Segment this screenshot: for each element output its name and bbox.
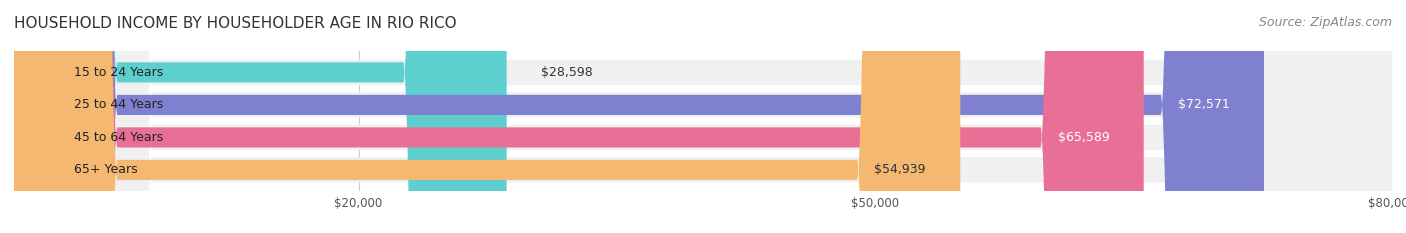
FancyBboxPatch shape [14,0,1392,233]
FancyBboxPatch shape [14,0,1264,233]
Text: $28,598: $28,598 [541,66,593,79]
Text: 45 to 64 Years: 45 to 64 Years [75,131,163,144]
Text: Source: ZipAtlas.com: Source: ZipAtlas.com [1258,16,1392,29]
FancyBboxPatch shape [14,0,506,233]
FancyBboxPatch shape [14,0,960,233]
FancyBboxPatch shape [14,0,1143,233]
FancyBboxPatch shape [14,0,1392,233]
FancyBboxPatch shape [14,0,1392,233]
Text: $72,571: $72,571 [1178,98,1229,111]
Text: HOUSEHOLD INCOME BY HOUSEHOLDER AGE IN RIO RICO: HOUSEHOLD INCOME BY HOUSEHOLDER AGE IN R… [14,16,457,31]
FancyBboxPatch shape [14,0,1392,233]
Text: $54,939: $54,939 [875,163,927,176]
Text: 65+ Years: 65+ Years [75,163,138,176]
Text: 15 to 24 Years: 15 to 24 Years [75,66,163,79]
Text: $65,589: $65,589 [1057,131,1109,144]
Text: 25 to 44 Years: 25 to 44 Years [75,98,163,111]
